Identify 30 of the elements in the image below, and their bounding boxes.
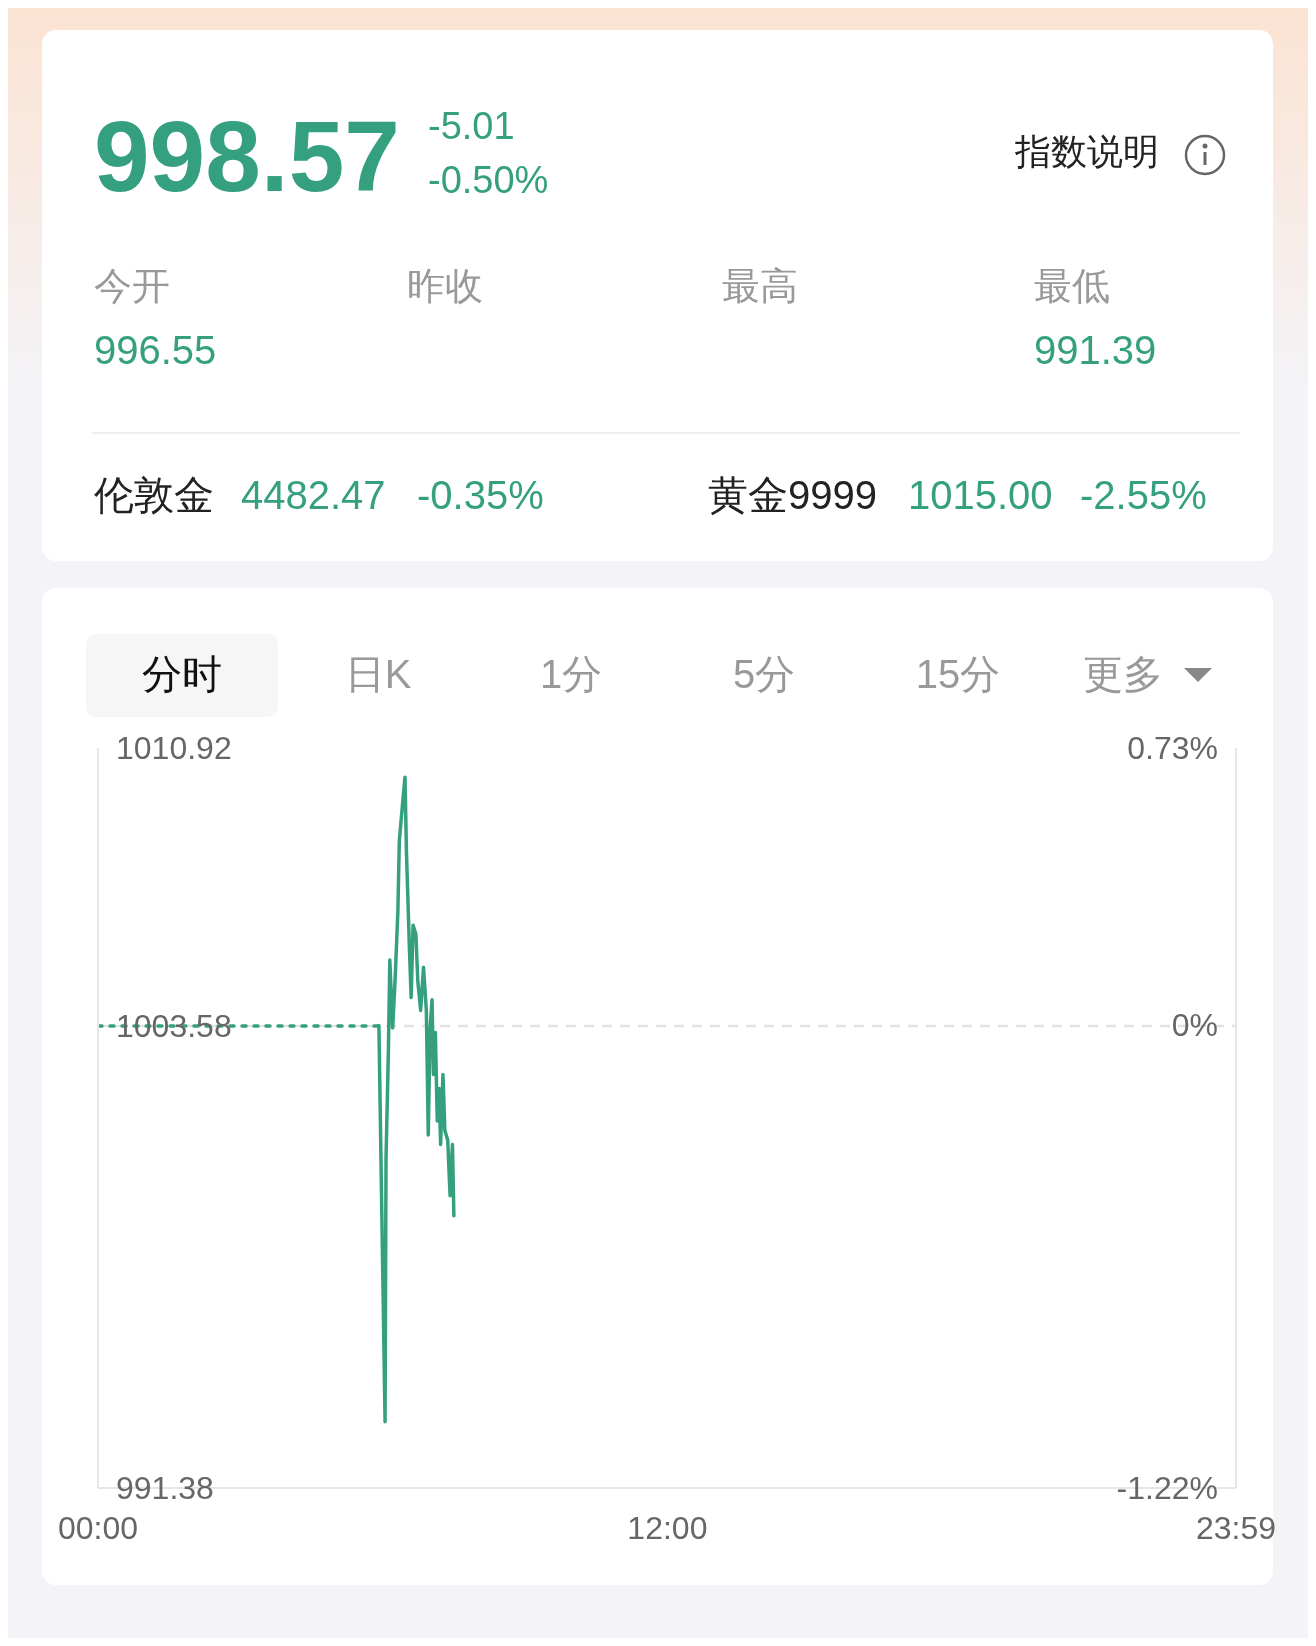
y-tick-label: 991.38 bbox=[116, 1470, 214, 1507]
x-tick-label: 12:00 bbox=[627, 1509, 708, 1546]
text: -5.01 bbox=[428, 104, 515, 149]
x-tick-label: 00:00 bbox=[57, 1509, 139, 1546]
y2-tick-label: 0.73% bbox=[1127, 730, 1218, 767]
text: 991.39 bbox=[1034, 327, 1157, 374]
text: 1分 bbox=[538, 651, 604, 698]
text: 更多 bbox=[1082, 651, 1164, 698]
text: -0.35% bbox=[417, 472, 544, 519]
text: 今开 bbox=[94, 264, 170, 309]
text: 1015.00 bbox=[908, 472, 1053, 519]
text: 分时 bbox=[141, 651, 223, 698]
text: 黄金9999 bbox=[708, 472, 877, 519]
text: 998.57 bbox=[94, 99, 400, 214]
text: 15分 bbox=[914, 651, 1002, 698]
text: 4482.47 bbox=[241, 472, 386, 519]
text: -0.50% bbox=[428, 158, 549, 203]
y2-tick-label: 0% bbox=[1171, 1007, 1218, 1044]
text: -2.55% bbox=[1080, 472, 1207, 519]
text: 最低 bbox=[1034, 264, 1110, 309]
y-tick-label: 1010.92 bbox=[116, 730, 232, 767]
x-tick-label: 23:59 bbox=[1195, 1509, 1277, 1546]
text: 伦敦金 bbox=[94, 472, 214, 519]
text: 996.55 bbox=[94, 327, 217, 374]
text: 指数说明 bbox=[1015, 130, 1159, 174]
text: 昨收 bbox=[407, 264, 483, 309]
text: 5分 bbox=[731, 651, 797, 698]
y2-tick-label: -1.22% bbox=[1116, 1470, 1218, 1507]
text: 最高 bbox=[722, 264, 798, 309]
text: 日K bbox=[343, 651, 413, 698]
